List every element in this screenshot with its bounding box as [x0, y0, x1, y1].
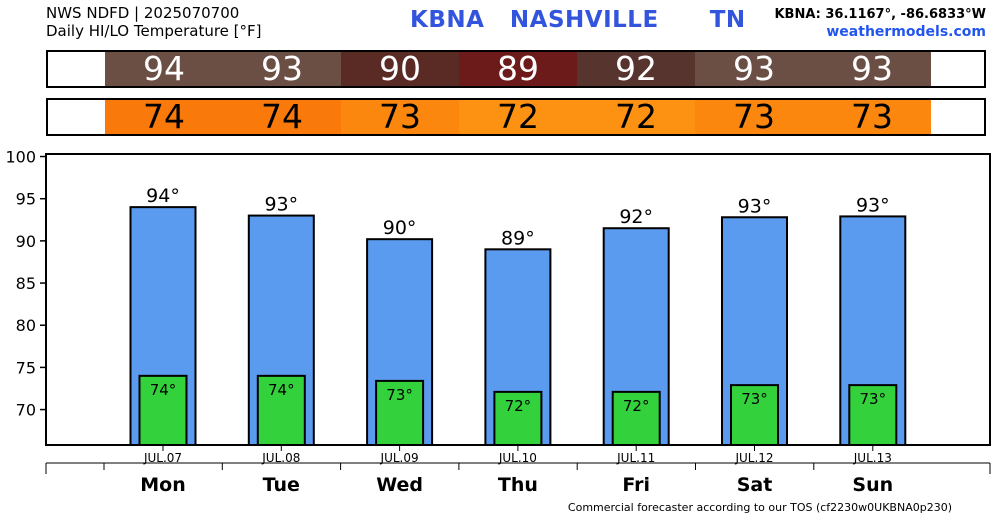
- high-temp-label: 93°: [856, 194, 890, 216]
- lo-temp-cell: 74: [223, 100, 341, 134]
- y-tick-label: 100: [5, 148, 36, 167]
- date-label: JUL.13: [853, 451, 892, 465]
- day-label: Wed: [376, 474, 423, 496]
- date-label: JUL.12: [734, 451, 773, 465]
- low-temp-strip: 74 74 73 72 72 73 73: [46, 98, 986, 136]
- hi-temp-cell: 94: [105, 52, 223, 86]
- lo-temp-cell: 73: [813, 100, 931, 134]
- date-label: JUL.07: [143, 451, 182, 465]
- lo-temp-cell: 73: [695, 100, 813, 134]
- low-temp-bar: [493, 390, 543, 446]
- y-tick-label: 85: [16, 274, 36, 293]
- day-label: Tue: [263, 474, 300, 496]
- high-temp-label: 94°: [146, 185, 180, 207]
- lo-temp-cell: 73: [341, 100, 459, 134]
- y-tick-label: 70: [16, 401, 36, 420]
- hi-temp-cell: 92: [577, 52, 695, 86]
- high-temp-label: 93°: [738, 195, 772, 217]
- high-temp-label: 93°: [264, 194, 298, 216]
- y-tick-label: 90: [16, 232, 36, 251]
- date-label: JUL.10: [498, 451, 537, 465]
- low-temp-bar: [730, 384, 779, 446]
- hi-temp-cell: 89: [459, 52, 577, 86]
- low-temp-label: 72°: [505, 397, 532, 415]
- low-temp-label: 73°: [386, 386, 413, 404]
- low-temp-label: 74°: [268, 381, 295, 399]
- lo-temp-cell: 72: [459, 100, 577, 134]
- high-temp-strip: 94 93 90 89 92 93 93: [46, 50, 986, 88]
- hi-temp-cell: 93: [695, 52, 813, 86]
- footer-note: Commercial forecaster according to our T…: [567, 501, 952, 514]
- high-temp-label: 89°: [501, 227, 535, 249]
- run-info: NWS NDFD | 2025070700: [46, 4, 240, 22]
- y-tick-label: 80: [16, 316, 36, 335]
- low-temp-label: 73°: [741, 390, 768, 408]
- site-link[interactable]: weathermodels.com: [826, 24, 986, 40]
- chart-subtitle: Daily HI/LO Temperature [°F]: [46, 22, 262, 40]
- y-tick-label: 75: [16, 358, 36, 377]
- high-temp-label: 90°: [383, 217, 417, 239]
- day-label: Thu: [498, 474, 538, 496]
- low-temp-label: 74°: [150, 381, 177, 399]
- y-tick-label: 95: [16, 190, 36, 209]
- day-label: Fri: [622, 474, 650, 496]
- day-label: Mon: [140, 474, 186, 496]
- high-temp-label: 92°: [619, 206, 653, 228]
- station-coordinates: KBNA: 36.1167°, -86.6833°W: [774, 7, 986, 22]
- low-temp-label: 73°: [860, 390, 887, 408]
- day-label: Sun: [852, 474, 893, 496]
- lo-temp-cell: 72: [577, 100, 695, 134]
- lo-temp-cell: 74: [105, 100, 223, 134]
- hi-temp-cell: 93: [223, 52, 341, 86]
- low-temp-bar: [375, 379, 425, 447]
- low-temp-bar: [848, 384, 898, 446]
- day-label: Sat: [737, 474, 773, 496]
- date-label: JUL.08: [261, 451, 300, 465]
- hi-temp-cell: 90: [341, 52, 459, 86]
- hi-temp-cell: 93: [813, 52, 931, 86]
- date-label: JUL.09: [380, 451, 419, 465]
- date-label: JUL.11: [616, 451, 655, 465]
- low-temp-label: 72°: [623, 397, 650, 415]
- station-title: KBNA NASHVILLE TN: [410, 7, 746, 33]
- low-temp-bar: [138, 374, 188, 446]
- temperature-chart: 70 75 80 85 90 95 100 94° 74° 93° 74° 90° 73° 89° 72°…: [5, 148, 991, 496]
